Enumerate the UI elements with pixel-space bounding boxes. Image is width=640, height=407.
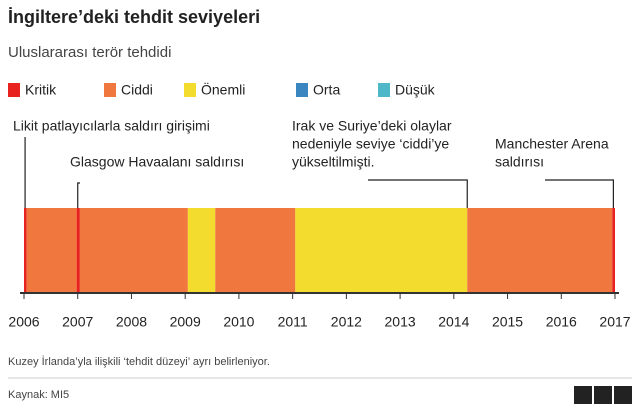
legend-label: Önemli xyxy=(201,81,245,98)
x-tick-label: 2013 xyxy=(385,314,416,330)
x-tick-label: 2006 xyxy=(8,314,39,330)
x-tick-label: 2009 xyxy=(170,314,201,330)
footnote: Kuzey İrlanda’yla ilişkili ‘tehdit düzey… xyxy=(8,355,270,368)
level-segment xyxy=(215,208,296,292)
logo-letter: C xyxy=(618,387,628,403)
x-tick-label: 2014 xyxy=(438,314,469,330)
annotation-text: saldırısı xyxy=(495,154,544,170)
level-segment xyxy=(612,208,615,292)
x-tick-label: 2012 xyxy=(331,314,362,330)
logo-letter: B xyxy=(578,387,588,403)
x-tick-label: 2016 xyxy=(546,314,577,330)
level-segment xyxy=(76,208,80,292)
logo-box xyxy=(614,386,632,404)
logo-box xyxy=(574,386,592,404)
chart-subtitle: Uluslararası terör tehdidi xyxy=(8,44,171,61)
legend-label: Ciddi xyxy=(121,82,153,98)
x-tick-label: 2017 xyxy=(599,314,630,330)
x-tick-label: 2011 xyxy=(278,314,308,330)
annotation-leader xyxy=(368,179,468,208)
logo-letter: B xyxy=(598,387,608,403)
legend-swatch xyxy=(296,83,308,97)
legend-swatch xyxy=(184,83,196,97)
legend-label: Kritik xyxy=(25,82,57,98)
annotation-text: Manchester Arena xyxy=(495,136,609,152)
legend-swatch xyxy=(104,83,116,97)
level-segment xyxy=(467,208,613,292)
annotation-leader xyxy=(77,182,80,208)
annotation-text: yükseltilmişti. xyxy=(292,154,374,170)
chart-title: İngiltere’deki tehdit seviyeleri xyxy=(8,7,260,27)
legend-label: Düşük xyxy=(395,82,436,98)
legend-swatch xyxy=(8,83,20,97)
annotation-text: Irak ve Suriye’deki olaylar xyxy=(292,118,452,134)
level-segment xyxy=(24,208,27,292)
level-segment xyxy=(26,208,77,292)
x-tick-label: 2007 xyxy=(62,314,93,330)
x-tick-label: 2008 xyxy=(116,314,147,330)
annotation-text: nedeniyle seviye ‘ciddi’ye xyxy=(292,136,449,152)
x-tick-label: 2015 xyxy=(492,314,523,330)
logo-box xyxy=(594,386,612,404)
annotation-text: Glasgow Havaalanı saldırısı xyxy=(70,154,244,170)
annotation-text: Likit patlayıcılarla saldırı girişimi xyxy=(13,118,210,134)
legend-swatch xyxy=(378,83,390,97)
level-segment xyxy=(295,208,468,292)
legend-label: Orta xyxy=(313,82,340,98)
level-segment xyxy=(187,208,216,292)
annotation-leader xyxy=(545,179,614,208)
x-tick-label: 2010 xyxy=(223,314,254,330)
source: Kaynak: MI5 xyxy=(8,389,69,401)
level-segment xyxy=(79,208,188,292)
